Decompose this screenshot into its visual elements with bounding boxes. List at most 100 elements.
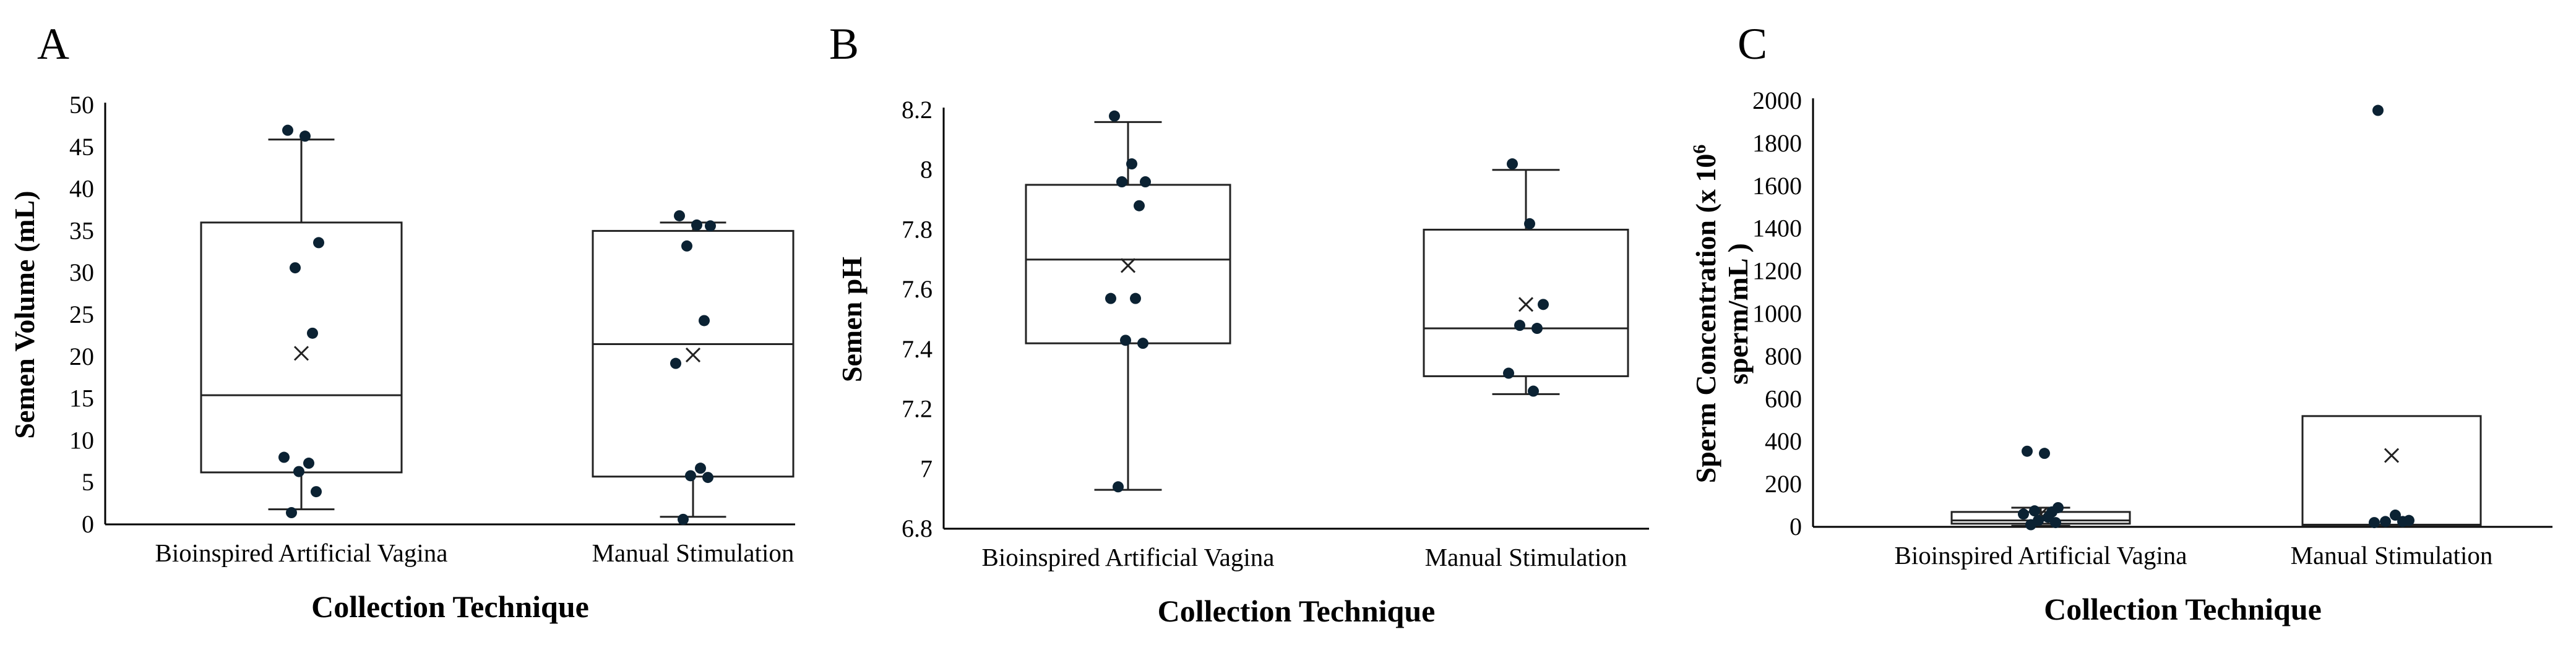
data-point	[282, 124, 293, 136]
data-point	[699, 315, 710, 326]
data-point	[685, 470, 696, 482]
data-point	[286, 507, 297, 519]
data-point	[1514, 320, 1525, 331]
data-point	[695, 463, 706, 474]
data-point	[2397, 516, 2408, 527]
y-tick-label: 800	[1765, 342, 1802, 370]
data-point	[2050, 517, 2061, 529]
y-tick-label: 1400	[1752, 215, 1802, 242]
box-iqr	[1025, 184, 1231, 344]
y-axis-title-line1: Sperm Concentration (x 106	[1689, 145, 1721, 484]
data-point	[1109, 110, 1120, 122]
x-tick-label: Manual Stimulation	[1425, 543, 1627, 571]
y-tick-label: 2000	[1752, 87, 1802, 114]
data-point	[1126, 158, 1137, 170]
data-point	[1503, 367, 1514, 379]
data-point	[1137, 338, 1148, 349]
data-point	[1524, 218, 1535, 229]
data-point	[674, 210, 685, 221]
data-point	[313, 237, 324, 249]
data-point	[2029, 505, 2040, 517]
y-tick-label: 40	[69, 175, 94, 203]
data-point	[2039, 448, 2050, 459]
mean-marker	[2384, 448, 2400, 463]
x-tick-label: Bioinspired Artificial Vagina	[982, 543, 1275, 571]
data-point	[290, 262, 301, 274]
x-tick-label: Manual Stimulation	[592, 539, 795, 567]
data-point	[1134, 200, 1145, 211]
data-point	[1113, 481, 1124, 493]
x-tick-label: Bioinspired Artificial Vagina	[155, 539, 448, 567]
box-iqr	[200, 221, 403, 474]
data-point	[299, 130, 311, 142]
y-tick-label: 20	[69, 343, 94, 370]
y-tick-label: 10	[69, 426, 94, 454]
y-tick-label: 7.2	[902, 395, 933, 423]
mean-marker	[685, 348, 701, 363]
y-tick-label: 8.2	[902, 96, 933, 124]
data-point	[678, 513, 689, 525]
y-axis-title-text: Sperm Concentration (x 10	[1690, 154, 1721, 484]
mean-marker	[1518, 297, 1534, 312]
data-point	[1130, 292, 1141, 304]
y-tick-label: 1800	[1752, 129, 1802, 157]
data-point	[278, 451, 290, 463]
y-axis-title: Semen Volume (mL)	[9, 190, 40, 438]
data-point	[670, 357, 681, 369]
y-tick-label: 200	[1765, 470, 1802, 498]
mean-marker	[293, 346, 309, 361]
data-point	[702, 472, 713, 484]
y-tick-label: 50	[69, 91, 94, 119]
mean-marker	[1120, 258, 1136, 273]
y-axis-title: Semen pH	[836, 257, 868, 382]
box-iqr	[2301, 415, 2482, 527]
data-point	[303, 458, 314, 469]
y-tick-label: 7.8	[902, 215, 933, 243]
y-tick-label: 1200	[1752, 257, 1802, 285]
data-point	[2022, 445, 2033, 457]
x-tick-label: Bioinspired Artificial Vagina	[1895, 541, 2187, 570]
y-tick-label: 0	[1790, 513, 1802, 540]
data-point	[1538, 299, 1549, 310]
data-point	[1140, 176, 1151, 188]
panel-c-concentration-chart: C 0 200 400 600 800 1000 1200 1400 1600 1800 2000 Bi…	[1689, 19, 2552, 626]
panel-letter: B	[829, 19, 859, 69]
x-axis-title: Collection Technique	[311, 589, 589, 624]
y-tick-label: 5	[82, 468, 94, 496]
y-tick-label: 7.4	[902, 335, 933, 363]
data-point	[1116, 176, 1127, 188]
data-point	[293, 466, 304, 477]
y-tick-label: 8	[920, 156, 933, 184]
data-point	[1105, 292, 1116, 304]
data-point	[1120, 335, 1131, 346]
y-tick-label: 0	[82, 510, 94, 538]
data-point	[2369, 517, 2380, 529]
data-point	[2390, 510, 2401, 521]
y-axis-title-line2: sperm/mL )	[1722, 243, 1754, 385]
x-axis-title: Collection Technique	[2044, 592, 2322, 626]
panel-letter: A	[37, 19, 69, 69]
data-point	[691, 219, 702, 231]
y-tick-label: 7.6	[902, 275, 933, 303]
data-point	[311, 486, 322, 498]
y-tick-label: 6.8	[902, 514, 933, 542]
data-point	[307, 327, 318, 339]
data-point	[1528, 385, 1539, 397]
data-point	[2372, 105, 2384, 116]
data-point	[2380, 516, 2391, 527]
data-point	[1531, 323, 1543, 335]
data-point	[1507, 158, 1518, 170]
y-tick-label: 35	[69, 216, 94, 244]
y-tick-label: 25	[69, 301, 94, 328]
y-tick-label: 7	[920, 455, 933, 482]
y-tick-label: 45	[69, 133, 94, 161]
y-tick-label: 15	[69, 385, 94, 412]
y-tick-label: 30	[69, 258, 94, 286]
panel-b-ph-chart: B 6.8 7 7.2 7.4 7.6 7.8 8 8.2 Bioinspired Artific…	[829, 19, 1649, 628]
data-point	[2025, 519, 2036, 531]
data-point	[2018, 508, 2029, 520]
y-tick-label: 400	[1765, 427, 1802, 455]
panel-letter: C	[1738, 19, 1767, 69]
x-tick-label: Manual Stimulation	[2291, 541, 2493, 570]
